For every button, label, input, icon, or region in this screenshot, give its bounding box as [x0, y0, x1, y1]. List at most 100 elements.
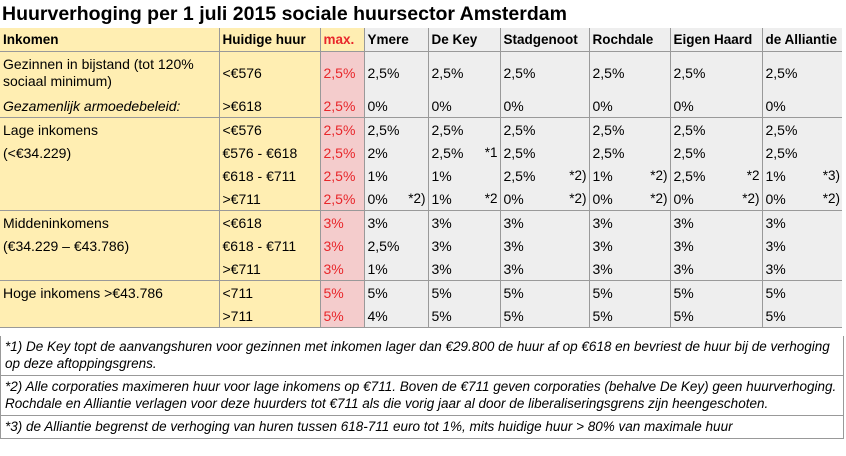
footnotes: *1) De Key topt de aanvangshuren voor ge…	[0, 336, 844, 439]
footnote-ref: *2)	[408, 190, 426, 206]
increase-value: 2,5%	[673, 65, 706, 81]
corporation-cell: 3%	[669, 234, 762, 257]
increase-value: 0%	[673, 97, 694, 114]
table-row: Middeninkomens <€618 3% 3% 3% 3% 3% 3% 3%	[0, 210, 842, 234]
footnote-ref: *1	[484, 144, 498, 160]
footnote: *1) De Key topt de aanvangshuren voor ge…	[1, 336, 843, 376]
increase-value: 3%	[367, 214, 388, 231]
increase-value: 2,5%	[503, 144, 536, 161]
corporation-cell: 0%	[669, 94, 762, 118]
increase-value: 2,5%	[592, 65, 625, 81]
max-increase-cell: 5%	[320, 280, 365, 304]
income-group-cell	[0, 187, 220, 211]
corporation-cell: 2,5% *2)	[499, 164, 589, 187]
corporation-cell: 3%	[363, 210, 428, 234]
increase-value: 2,5%	[673, 144, 706, 161]
increase-value: 4%	[367, 307, 388, 324]
corporation-cell: 2,5%	[499, 141, 589, 164]
corporation-cell: 5%	[669, 304, 762, 328]
corporation-cell: 3%	[669, 257, 762, 281]
column-header: de Alliantie	[761, 28, 842, 52]
increase-value: 5%	[673, 307, 694, 324]
column-header: Stadgenoot	[499, 28, 589, 52]
current-rent-cell: >€711	[219, 187, 321, 211]
corporation-cell: 3%	[499, 210, 589, 234]
income-group-cell: Lage inkomens	[0, 117, 220, 141]
table-row: Hoge inkomens >€43.786 <711 5% 5% 5% 5% 5% 5% 5%	[0, 280, 842, 304]
increase-value: 2,5%	[765, 121, 798, 138]
corporation-cell: 5%	[363, 280, 428, 304]
footnote-ref: *2)	[650, 167, 668, 183]
increase-value: 2%	[367, 144, 388, 161]
table-row: (€34.229 – €43.786) €618 - €711 3% 2,5% 3% 3%…	[0, 234, 842, 257]
increase-value: 1%	[431, 190, 452, 207]
increase-value: 2,5%	[673, 167, 706, 184]
max-increase-cell: 5%	[320, 304, 365, 328]
corporation-cell: 1%	[363, 164, 428, 187]
corporation-cell: 4%	[363, 304, 428, 328]
corporation-cell: 1% *3)	[761, 164, 842, 187]
increase-value: 0%	[765, 97, 786, 114]
corporation-cell: 3%	[427, 257, 500, 281]
table-row: >711 5% 4% 5% 5% 5% 5% 5%	[0, 304, 842, 328]
current-rent-cell: <711	[219, 280, 321, 304]
increase-value: 5%	[765, 307, 786, 324]
increase-value: 2,5%	[592, 144, 625, 161]
corporation-cell: 5%	[588, 304, 670, 328]
corporation-cell: 5%	[588, 280, 670, 304]
corporation-cell: 2,5%	[761, 117, 842, 141]
increase-value: 1%	[367, 260, 388, 277]
increase-value: 2,5%	[503, 121, 536, 138]
corporation-cell: 5%	[427, 280, 500, 304]
increase-value: 5%	[431, 307, 452, 324]
corporation-cell: 2,5%	[761, 51, 842, 94]
max-increase-cell: 2,5%	[320, 94, 365, 118]
income-group-cell	[0, 257, 220, 281]
corporation-cell: 5%	[499, 280, 589, 304]
footnote-ref: *2	[746, 167, 760, 183]
increase-value: 5%	[765, 284, 786, 301]
footnote: *3) de Alliantie begrenst de verhoging v…	[1, 416, 843, 439]
income-group-cell	[0, 304, 220, 328]
column-header: Rochdale	[588, 28, 670, 52]
footnote: *2) Alle corporaties maximeren huur voor…	[1, 376, 843, 416]
increase-value: 2,5%	[765, 65, 798, 81]
increase-value: 3%	[592, 237, 613, 254]
max-increase-cell: 3%	[320, 210, 365, 234]
increase-value: 3%	[503, 237, 524, 254]
column-header: max.	[320, 28, 365, 52]
increase-value: 2,5%	[367, 237, 400, 254]
corporation-cell: 1% *2)	[588, 164, 670, 187]
max-increase-cell: 2,5%	[320, 164, 365, 187]
corporation-cell: 5%	[761, 304, 842, 328]
increase-value: 0%	[592, 190, 613, 207]
corporation-cell: 1%	[427, 164, 500, 187]
corporation-cell: 3%	[588, 257, 670, 281]
corporation-cell: 3%	[761, 257, 842, 281]
corporation-cell: 2,5%	[669, 141, 762, 164]
max-increase-cell: 3%	[320, 257, 365, 281]
corporation-cell: 5%	[499, 304, 589, 328]
income-group-cell	[0, 164, 220, 187]
increase-value: 3%	[431, 237, 452, 254]
increase-value: 0%	[503, 190, 524, 207]
footnote-ref: *2)	[569, 190, 587, 206]
corporation-cell: 2,5% *1	[427, 141, 500, 164]
increase-value: 2,5%	[503, 65, 536, 81]
corporation-cell: 0% *2)	[588, 187, 670, 211]
income-group-cell: Gezinnen in bijstand (tot 120% sociaal m…	[0, 51, 220, 94]
increase-value: 2,5%	[765, 144, 798, 161]
corporation-cell: 0% *2)	[499, 187, 589, 211]
corporation-cell: 5%	[669, 280, 762, 304]
corporation-cell: 0% *2)	[669, 187, 762, 211]
corporation-cell: 3%	[427, 234, 500, 257]
current-rent-cell: €576 - €618	[219, 141, 321, 164]
increase-value: 2,5%	[592, 121, 625, 138]
column-header: Huidige huur	[219, 28, 321, 52]
income-group-cell: Hoge inkomens >€43.786	[0, 280, 220, 304]
table-row: Lage inkomens <€576 2,5% 2,5% 2,5% 2,5% 2,5% 2,…	[0, 117, 842, 141]
current-rent-cell: <€576	[219, 117, 321, 141]
increase-value: 0%	[673, 190, 694, 207]
corporation-cell: 3%	[761, 234, 842, 257]
corporation-cell: 2,5%	[588, 51, 670, 94]
